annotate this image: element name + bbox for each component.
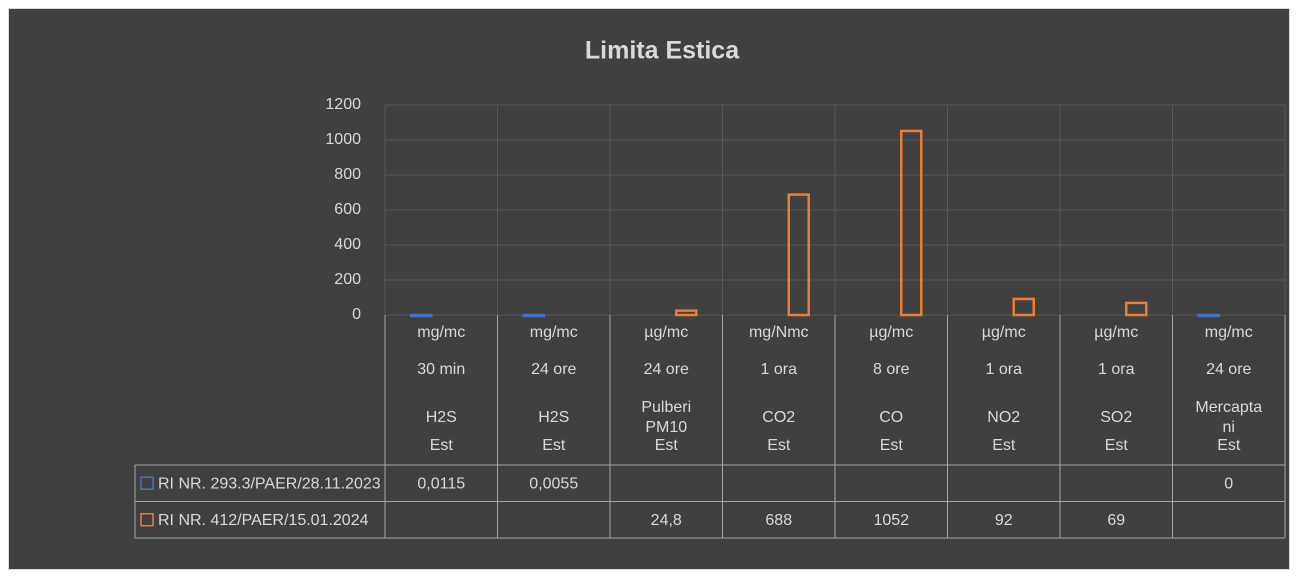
y-tick-label: 800 <box>334 166 361 183</box>
category-cell: Mercaptani <box>1173 392 1286 444</box>
category-label: mg/mc <box>1205 324 1253 341</box>
category-label: µg/mc <box>1094 324 1138 341</box>
category-label: Est <box>430 437 454 454</box>
category-label: CO <box>879 409 904 426</box>
table-value: 688 <box>765 512 792 529</box>
category-label: Est <box>992 437 1016 454</box>
y-tick-label: 200 <box>334 271 361 288</box>
category-label: 1 ora <box>1098 361 1135 378</box>
category-label: 8 ore <box>873 361 910 378</box>
category-cell: H2S <box>385 392 498 444</box>
category-label: Est <box>767 437 791 454</box>
table-value: 0,0055 <box>529 475 578 492</box>
category-cell: NO2 <box>948 392 1061 444</box>
category-cell: Pulberi PM10 <box>610 392 723 444</box>
table-value: 92 <box>995 512 1013 529</box>
category-label: 24 ore <box>644 361 689 378</box>
bar <box>410 313 433 318</box>
bar <box>900 129 923 317</box>
category-label: Mercaptani <box>1195 399 1263 436</box>
category-label: µg/mc <box>982 324 1026 341</box>
category-cell: NO2 <box>948 392 1061 444</box>
y-tick-label: 1200 <box>325 96 361 113</box>
bar <box>675 309 698 317</box>
category-cell: CO2 <box>723 392 836 444</box>
category-cell: CO2 <box>723 392 836 444</box>
category-cell: H2S <box>498 392 611 444</box>
bar <box>522 313 545 318</box>
table-value: 69 <box>1107 512 1125 529</box>
table-value: 24,8 <box>651 512 682 529</box>
category-cell: CO <box>835 392 948 444</box>
category-label: 24 ore <box>531 361 576 378</box>
bar <box>1197 313 1220 318</box>
category-label: NO2 <box>987 409 1021 426</box>
y-tick-label: 600 <box>334 201 361 218</box>
category-cell: CO <box>835 392 948 444</box>
category-label: mg/Nmc <box>749 324 809 341</box>
legend-key <box>140 513 154 527</box>
legend-label: RI NR. 293.3/PAER/28.11.2023 <box>158 475 381 492</box>
category-cell: SO2 <box>1060 392 1173 444</box>
category-label: mg/mc <box>417 324 465 341</box>
y-tick-label: 1000 <box>325 131 361 148</box>
y-tick-label: 400 <box>334 236 361 253</box>
table-value: 1052 <box>873 512 909 529</box>
category-label: Est <box>542 437 566 454</box>
category-label: mg/mc <box>530 324 578 341</box>
category-label: 24 ore <box>1206 361 1251 378</box>
category-label: Est <box>655 437 679 454</box>
category-label: H2S <box>425 409 457 426</box>
category-label: 1 ora <box>761 361 798 378</box>
category-label: Est <box>1217 437 1241 454</box>
category-cell: Mercaptani <box>1173 392 1286 444</box>
category-label: 30 min <box>417 361 465 378</box>
chart-area <box>8 8 1290 570</box>
y-tick-label: 0 <box>352 306 361 323</box>
table-value: 0,0115 <box>417 475 465 492</box>
category-cell: H2S <box>498 392 611 444</box>
category-cell: Pulberi PM10 <box>610 392 723 444</box>
category-label: µg/mc <box>644 324 688 341</box>
category-label: Pulberi PM10 <box>641 399 692 436</box>
category-label: Est <box>1105 437 1129 454</box>
legend-key <box>140 476 154 490</box>
legend-label: RI NR. 412/PAER/15.01.2024 <box>158 512 369 529</box>
table-value: 0 <box>1224 475 1233 492</box>
bar <box>787 193 810 317</box>
category-label: H2S <box>538 409 570 426</box>
category-cell: H2S <box>385 392 498 444</box>
bar <box>1012 297 1035 317</box>
category-label: 1 ora <box>986 361 1023 378</box>
category-cell: SO2 <box>1060 392 1173 444</box>
category-label: SO2 <box>1100 409 1133 426</box>
category-label: Est <box>880 437 904 454</box>
bar <box>1125 301 1148 317</box>
chart-title: Limita Estica <box>585 37 740 65</box>
category-label: µg/mc <box>869 324 913 341</box>
category-label: CO2 <box>762 409 796 426</box>
